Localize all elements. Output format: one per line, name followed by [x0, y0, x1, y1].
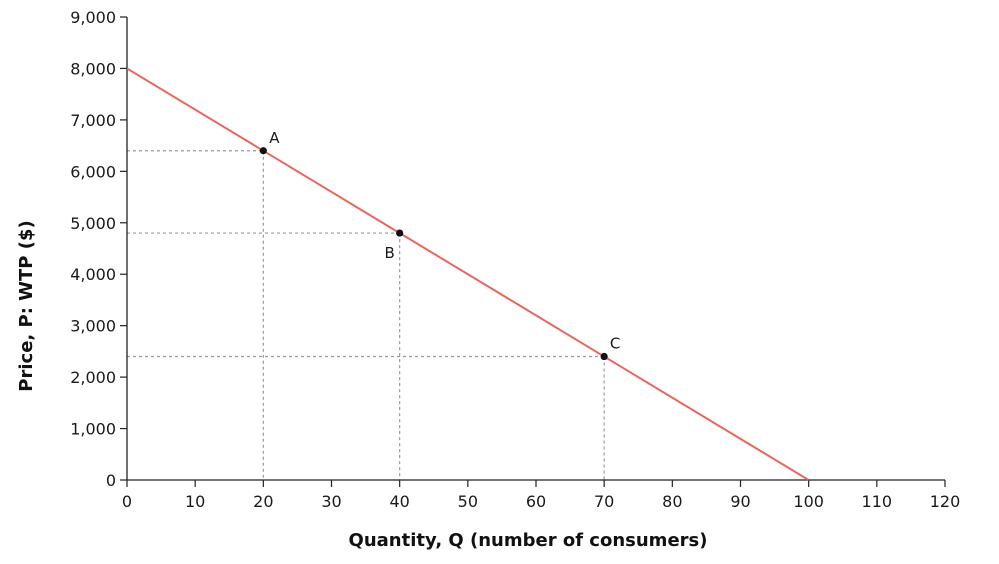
y-tick-label: 0 — [106, 471, 116, 490]
y-tick-label: 6,000 — [70, 162, 116, 181]
x-tick-label: 70 — [594, 492, 614, 511]
x-tick-label: 30 — [321, 492, 341, 511]
x-tick-label: 40 — [389, 492, 409, 511]
x-ticks: 0 10 20 30 40 50 60 70 80 90 100 110 120 — [122, 480, 960, 511]
y-tick-label: 1,000 — [70, 420, 116, 439]
point-a — [259, 147, 267, 155]
x-tick-label: 90 — [730, 492, 750, 511]
x-tick-label: 0 — [122, 492, 132, 511]
y-tick-label: 7,000 — [70, 111, 116, 130]
point-label-a: A — [269, 129, 280, 147]
axes — [126, 17, 945, 481]
x-tick-label: 120 — [930, 492, 961, 511]
y-tick-label: 3,000 — [70, 317, 116, 336]
y-tick-label: 2,000 — [70, 368, 116, 387]
guide-lines — [127, 150, 605, 480]
x-tick-label: 10 — [185, 492, 205, 511]
x-tick-label: 60 — [526, 492, 546, 511]
points-layer: A B C — [259, 129, 620, 361]
x-tick-label: 100 — [793, 492, 824, 511]
x-tick-label: 80 — [662, 492, 682, 511]
point-label-c: C — [610, 335, 620, 353]
x-axis-title: Quantity, Q (number of consumers) — [349, 530, 708, 551]
y-axis-title: Price, P: WTP ($) — [16, 220, 37, 391]
point-label-b: B — [385, 244, 395, 262]
x-tick-label: 110 — [862, 492, 893, 511]
x-tick-label: 20 — [253, 492, 273, 511]
y-tick-label: 5,000 — [70, 214, 116, 233]
y-ticks: 0 1,000 2,000 3,000 4,000 5,000 6,000 7,000 8,00… — [70, 8, 127, 490]
series-layer — [126, 67, 810, 481]
x-tick-label: 50 — [458, 492, 478, 511]
y-tick-label: 8,000 — [70, 59, 116, 78]
point-b — [396, 229, 404, 237]
y-tick-label: 4,000 — [70, 265, 116, 284]
y-tick-label: 9,000 — [70, 8, 116, 27]
point-c — [600, 352, 608, 361]
demand-line — [126, 67, 810, 481]
